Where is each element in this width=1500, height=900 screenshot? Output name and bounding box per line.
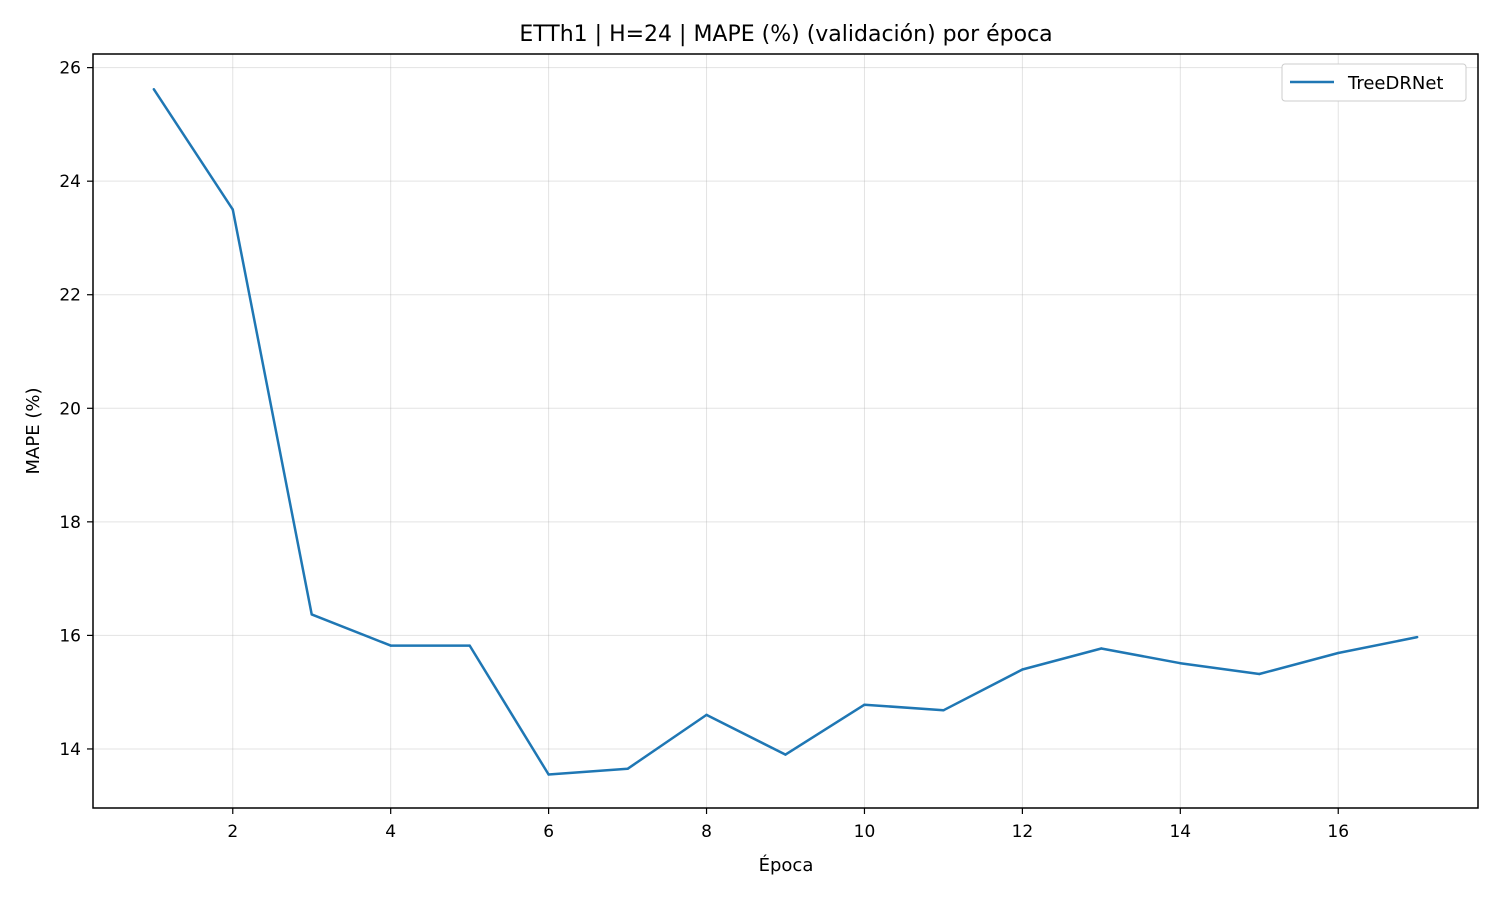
data-point (1337, 651, 1340, 655)
chart-title: ETTh1 | H=24 | MAPE (%) (validación) por… (519, 22, 1052, 47)
y-tick-label: 26 (59, 59, 81, 79)
x-axis-label: Época (759, 854, 814, 876)
y-axis-label: MAPE (%) (23, 388, 44, 475)
x-tick-label: 8 (701, 822, 712, 842)
x-tick-label: 4 (385, 822, 396, 842)
y-tick-label: 14 (59, 740, 81, 760)
data-point (389, 644, 392, 647)
x-tick-label: 16 (1327, 822, 1349, 842)
series-layer (152, 88, 1419, 776)
data-point (1258, 672, 1261, 676)
data-point (547, 773, 550, 776)
grid (93, 54, 1478, 808)
data-point (310, 613, 313, 616)
data-point (1179, 662, 1182, 665)
legend-box (1281, 63, 1467, 102)
y-tick-label: 22 (59, 286, 81, 306)
data-point (942, 709, 945, 712)
y-tick-label: 20 (59, 399, 81, 419)
series-line-treedrnet (152, 88, 1418, 776)
data-point (863, 703, 866, 706)
y-axis: 14 16 18 20 22 24 26 (59, 59, 93, 760)
legend-label-treedrnet: TreeDRNet (1347, 73, 1443, 94)
data-point (705, 713, 708, 717)
y-tick-label: 16 (59, 626, 81, 646)
data-point (231, 208, 234, 211)
x-tick-label: 6 (543, 822, 554, 842)
y-tick-label: 24 (59, 172, 81, 192)
legend: TreeDRNet (1281, 63, 1467, 102)
x-tick-label: 2 (227, 822, 238, 842)
x-tick-label: 14 (1169, 822, 1191, 842)
x-tick-label: 10 (854, 822, 876, 842)
data-point (784, 753, 787, 756)
data-point (626, 767, 629, 771)
data-point (1415, 635, 1419, 639)
data-point (152, 88, 156, 91)
y-tick-label: 18 (59, 513, 81, 533)
data-point (468, 644, 471, 647)
x-tick-label: 12 (1012, 822, 1034, 842)
data-point (1021, 668, 1024, 671)
x-axis: 2 4 6 8 10 12 14 16 (227, 808, 1349, 842)
plot-frame (92, 53, 1479, 809)
data-point (1100, 647, 1103, 650)
